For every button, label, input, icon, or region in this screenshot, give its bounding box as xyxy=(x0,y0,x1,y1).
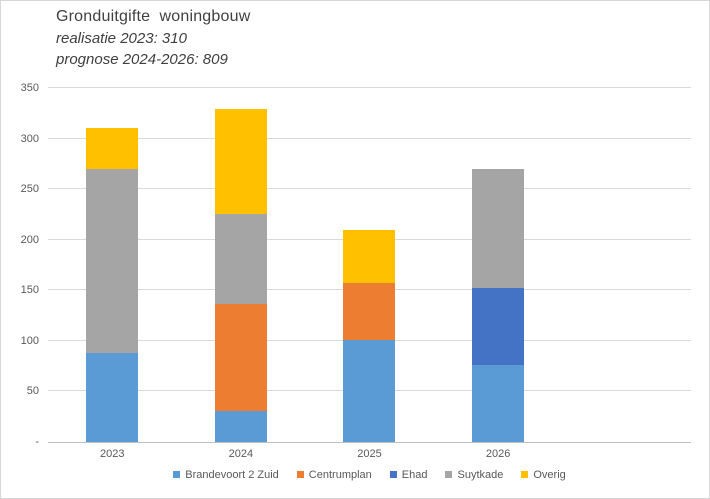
bar-segment-2026-ehad xyxy=(472,288,525,366)
chart-subtitle-realisatie: realisatie 2023: 310 xyxy=(56,30,187,47)
bar-segment-2025-centrumplan xyxy=(343,283,396,340)
y-tick-label: 50 xyxy=(26,385,39,398)
bar-column-2026 xyxy=(434,88,563,442)
gridline xyxy=(48,87,691,89)
legend-swatch-icon xyxy=(389,470,397,478)
x-axis-label-2024: 2024 xyxy=(228,448,254,460)
legend-item-brandevoort-2-zuid: Brandevoort 2 Zuid xyxy=(173,469,279,481)
y-tick-label: 100 xyxy=(20,334,39,347)
bar-column-2025 xyxy=(305,88,434,442)
legend-swatch-icon xyxy=(173,470,181,478)
x-axis-label-2023: 2023 xyxy=(100,448,125,460)
gridline xyxy=(48,137,691,139)
bar-column-2023 xyxy=(48,88,177,442)
legend-swatch-icon xyxy=(521,470,529,478)
bar-segment-2026-suytkade xyxy=(472,168,525,289)
bar-segment-2023-overig xyxy=(86,128,139,169)
bar-segment-2025-overig xyxy=(343,229,396,284)
x-axis-label-2025: 2025 xyxy=(357,448,382,460)
chart-subtitle-prognose: prognose 2024-2026: 809 xyxy=(56,51,228,68)
y-tick-label: - xyxy=(35,436,39,448)
legend-label: Overig xyxy=(533,469,566,482)
y-tick-label: 250 xyxy=(20,183,39,196)
y-tick-label: 200 xyxy=(20,233,39,246)
x-axis-label-2026: 2026 xyxy=(485,448,511,460)
legend: Brandevoort 2 Zuid Centrumplan Ehad Suytkad… xyxy=(48,469,691,481)
chart-title-block: Gronduitgifte woningbouw realisatie 2023… xyxy=(56,8,250,68)
bar-segment-2024-brandevoort-2-zuid xyxy=(214,410,267,442)
legend-label: Centrumplan xyxy=(308,469,372,482)
legend-label: Brandevoort 2 Zuid xyxy=(185,469,279,482)
y-tick-label: 350 xyxy=(20,82,39,94)
legend-label: Ehad xyxy=(401,469,428,482)
plot-area: - 50 100 150 200 250 300 350 2023 2024 2025 2026 xyxy=(21,82,691,460)
legend-item-centrumplan: Centrumplan xyxy=(296,469,372,482)
x-axis-line xyxy=(48,442,691,443)
legend-item-ehad: Ehad xyxy=(389,469,428,482)
bar-segment-2023-brandevoort-2-zuid xyxy=(86,353,139,442)
legend-swatch-icon xyxy=(445,470,453,478)
y-tick-label: 150 xyxy=(20,284,39,297)
legend-label: Suytkade xyxy=(457,469,504,482)
bar-segment-2023-suytkade xyxy=(86,168,139,353)
chart-title: Gronduitgifte woningbouw xyxy=(56,8,251,25)
gridline xyxy=(48,188,691,190)
bar-column-2024 xyxy=(177,88,306,442)
bar-segment-2024-centrumplan xyxy=(214,304,267,411)
bar-segment-2026-brandevoort-2-zuid xyxy=(472,365,525,442)
bar-segment-2024-overig xyxy=(214,109,267,215)
y-tick-label: 300 xyxy=(20,132,39,145)
legend-swatch-icon xyxy=(296,470,304,478)
bar-segment-2025-brandevoort-2-zuid xyxy=(343,339,396,442)
legend-item-suytkade: Suytkade xyxy=(445,469,503,481)
legend-item-overig: Overig xyxy=(521,469,566,482)
bar-segment-2024-suytkade xyxy=(214,214,267,305)
